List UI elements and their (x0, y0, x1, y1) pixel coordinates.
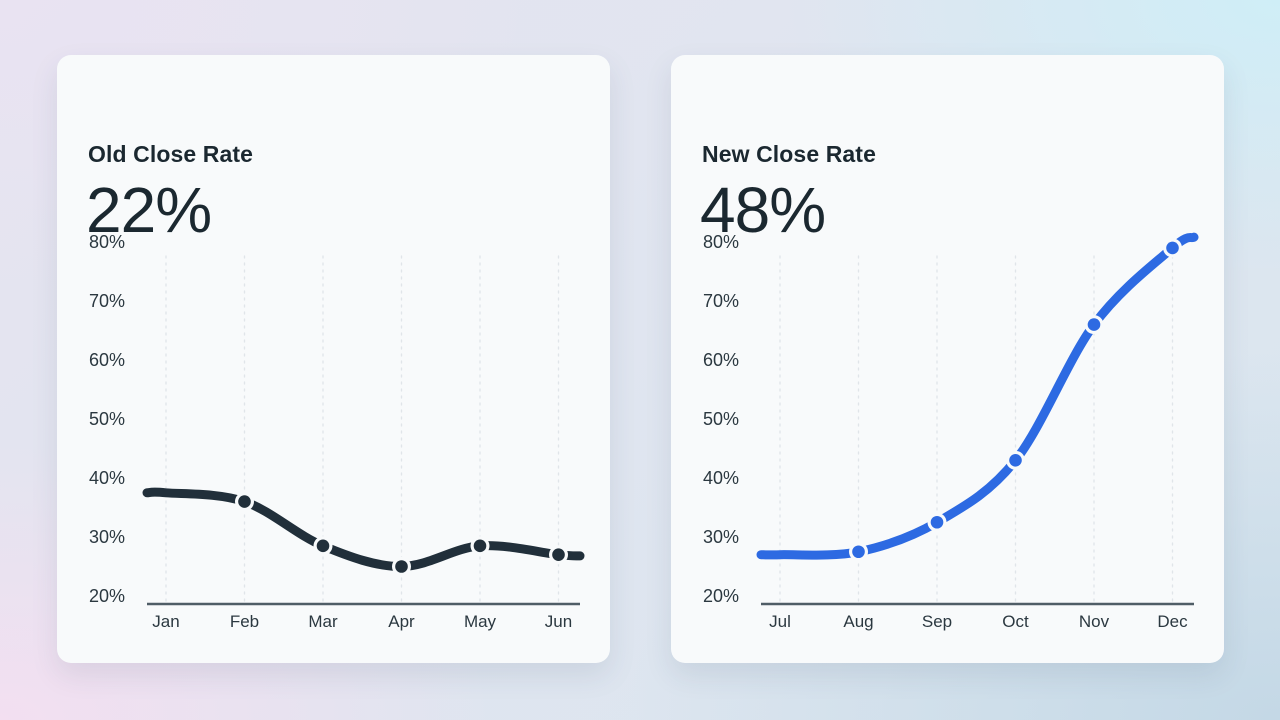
x-axis-tick-label: Oct (1002, 612, 1029, 631)
old-close-rate-line-chart: 20% 30% 40% 50% 60% 70% 80% Jan Feb Mar Apr May Jun (89, 232, 585, 631)
y-axis-tick-label: 60% (89, 350, 125, 370)
y-axis-tick-label: 80% (89, 232, 125, 252)
data-line (756, 232, 1199, 560)
y-axis-tick-label: 30% (703, 527, 739, 547)
data-point-dot (1087, 318, 1101, 331)
x-axis-tick-label: Mar (308, 612, 338, 631)
y-axis-tick-label: 50% (89, 409, 125, 429)
new-close-rate-line-chart: 20% 30% 40% 50% 60% 70% 80% Jul Aug Sep Oct Nov Dec (703, 232, 1199, 631)
y-axis-tick-label: 40% (703, 468, 739, 488)
card-title: New Close Rate (702, 141, 876, 167)
y-axis-tick-label: 60% (703, 350, 739, 370)
x-axis-tick-label: Jun (545, 612, 572, 631)
data-point-dot (395, 560, 408, 573)
data-point-dot (473, 539, 487, 553)
y-axis-tick-label: 70% (89, 291, 125, 311)
data-line (142, 487, 585, 571)
x-axis-tick-label: Jul (769, 612, 791, 631)
x-axis-tick-label: Aug (843, 612, 873, 631)
x-axis-tick-label: Dec (1157, 612, 1188, 631)
card-headline-value: 48% (700, 174, 826, 246)
y-axis-tick-label: 50% (703, 409, 739, 429)
y-axis-tick-label: 30% (89, 527, 125, 547)
data-point-dot (1166, 241, 1179, 255)
data-point-dot (238, 495, 251, 508)
card-headline-value: 22% (86, 174, 212, 246)
data-point-dot (930, 515, 944, 529)
data-point-dot (552, 548, 565, 561)
x-axis-tick-label: Jan (152, 612, 179, 631)
x-axis-tick-label: Sep (922, 612, 952, 631)
y-axis-tick-label: 70% (703, 291, 739, 311)
x-axis-tick-label: May (464, 612, 497, 631)
data-point-dot (852, 545, 865, 559)
x-axis-tick-label: Apr (388, 612, 415, 631)
y-axis-tick-label: 20% (89, 586, 125, 606)
card-title: Old Close Rate (88, 141, 253, 167)
y-axis-tick-label: 80% (703, 232, 739, 252)
data-point-dot (316, 539, 330, 553)
y-axis-tick-label: 40% (89, 468, 125, 488)
x-axis-tick-label: Nov (1079, 612, 1110, 631)
data-point-dot (1009, 454, 1022, 467)
old-close-rate-card: Old Close Rate 22% 20% 30% 40% 50% 60% 70% 80%… (57, 55, 610, 663)
new-close-rate-card: New Close Rate 48% 20% 30% 40% 50% 60% 70% 80%… (671, 55, 1224, 663)
x-axis-tick-label: Feb (230, 612, 259, 631)
y-axis-tick-label: 20% (703, 586, 739, 606)
